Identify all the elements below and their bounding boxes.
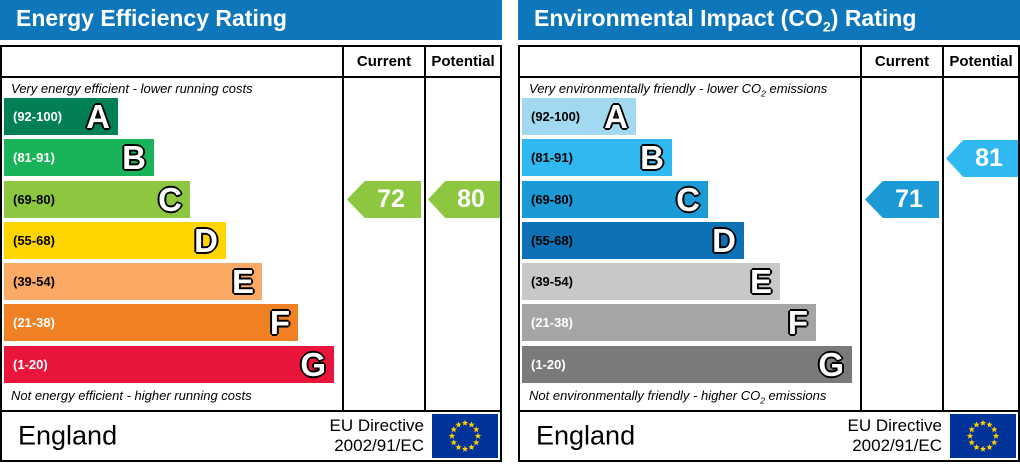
- region-label: England: [536, 420, 636, 451]
- band-a: (92-100) A: [4, 98, 118, 135]
- band-c-range: (69-80): [531, 192, 573, 207]
- bottom-note: Not environmentally friendly - higher CO…: [529, 386, 826, 406]
- band-b-letter: B: [122, 139, 146, 176]
- band-d-range: (55-68): [13, 233, 55, 248]
- band-g-letter: G: [818, 346, 844, 383]
- band-d-letter: D: [712, 222, 736, 259]
- bottom-note-text: Not environmentally friendly - higher CO: [529, 388, 761, 403]
- band-d: (55-68) D: [4, 222, 226, 259]
- band-g-range: (1-20): [531, 357, 566, 372]
- title-text: Environmental Impact (CO: [534, 4, 823, 31]
- co2-title-bar: Environmental Impact (CO2) Rating: [518, 0, 1020, 40]
- band-c-letter: C: [158, 181, 182, 218]
- band-e: (39-54) E: [4, 263, 262, 300]
- header-row-divider: [520, 76, 1018, 78]
- current-rating-value: 72: [377, 185, 405, 213]
- top-note-text: Very energy efficient - lower running co…: [11, 81, 253, 96]
- co2-rating-table: Current Potential Very environmentally f…: [518, 45, 1020, 462]
- bottom-note: Not energy efficient - higher running co…: [11, 386, 252, 406]
- energy-efficiency-panel: Energy Efficiency Rating Current Potenti…: [0, 0, 502, 464]
- band-c-letter: C: [676, 181, 700, 218]
- band-b-range: (81-91): [13, 150, 55, 165]
- potential-rating-value: 80: [457, 185, 485, 213]
- current-rating-arrow: 72: [347, 181, 421, 218]
- column-divider: [942, 47, 944, 412]
- potential-column-header: Potential: [431, 53, 495, 70]
- co2-panel-title: Environmental Impact (CO2) Rating: [534, 5, 916, 36]
- top-note-subscript: 2: [761, 88, 766, 99]
- band-f-letter: F: [787, 304, 808, 341]
- band-a-range: (92-100): [13, 109, 63, 124]
- band-d-letter: D: [194, 222, 218, 259]
- band-g: (1-20) G: [4, 346, 334, 383]
- eu-directive-line2: 2002/91/EC: [334, 436, 424, 455]
- header-row-divider: [2, 76, 500, 78]
- band-f-range: (21-38): [13, 315, 55, 330]
- band-f: (21-38) F: [4, 304, 298, 341]
- title-text: Energy Efficiency Rating: [16, 4, 287, 31]
- current-rating-value: 71: [895, 185, 923, 213]
- band-e-range: (39-54): [531, 274, 573, 289]
- potential-column-header: Potential: [949, 53, 1013, 70]
- band-b-letter: B: [640, 139, 664, 176]
- band-b: (81-91) B: [522, 139, 672, 176]
- band-e: (39-54) E: [522, 263, 780, 300]
- band-f-range: (21-38): [531, 315, 573, 330]
- band-c-range: (69-80): [13, 192, 55, 207]
- region-label: England: [18, 420, 118, 451]
- band-e-letter: E: [749, 263, 772, 300]
- footer-row-divider: [2, 410, 500, 412]
- title-text-post: ) Rating: [830, 4, 917, 31]
- bottom-note-text-post: emissions: [764, 388, 827, 403]
- eu-flag-icon: [950, 414, 1016, 458]
- current-column-header: Current: [874, 53, 930, 70]
- band-a-letter: A: [86, 98, 110, 135]
- band-f-letter: F: [269, 304, 290, 341]
- band-a-letter: A: [604, 98, 628, 135]
- energy-rating-table: Current Potential Very energy efficient …: [0, 45, 502, 462]
- current-rating-arrow: 71: [865, 181, 939, 218]
- top-note: Very energy efficient - lower running co…: [11, 79, 253, 99]
- potential-rating-arrow: 81: [946, 140, 1018, 177]
- potential-rating-value: 81: [975, 144, 1003, 172]
- band-g: (1-20) G: [522, 346, 852, 383]
- table-footer: England EU Directive 2002/91/EC: [520, 412, 1018, 460]
- eu-directive-label: EU Directive 2002/91/EC: [330, 416, 424, 456]
- table-footer: England EU Directive 2002/91/EC: [2, 412, 500, 460]
- band-a-range: (92-100): [531, 109, 581, 124]
- energy-panel-title: Energy Efficiency Rating: [16, 5, 287, 36]
- eu-directive-line1: EU Directive: [329, 416, 424, 435]
- potential-rating-arrow: 80: [428, 181, 500, 218]
- eu-directive-label: EU Directive 2002/91/EC: [848, 416, 942, 456]
- eu-directive-line2: 2002/91/EC: [852, 436, 942, 455]
- band-d: (55-68) D: [522, 222, 744, 259]
- top-note: Very environmentally friendly - lower CO…: [529, 79, 827, 99]
- band-g-letter: G: [300, 346, 326, 383]
- band-b: (81-91) B: [4, 139, 154, 176]
- top-note-text-post: emissions: [765, 81, 828, 96]
- band-d-range: (55-68): [531, 233, 573, 248]
- title-subscript: 2: [822, 19, 831, 36]
- top-note-text: Very environmentally friendly - lower CO: [529, 81, 762, 96]
- band-e-letter: E: [231, 263, 254, 300]
- bottom-note-text: Not energy efficient - higher running co…: [11, 388, 252, 403]
- bottom-note-subscript: 2: [760, 395, 765, 406]
- energy-title-bar: Energy Efficiency Rating: [0, 0, 502, 40]
- band-c: (69-80) C: [522, 181, 708, 218]
- environmental-impact-panel: Environmental Impact (CO2) Rating Curren…: [518, 0, 1020, 464]
- column-divider: [424, 47, 426, 412]
- eu-flag-icon: [432, 414, 498, 458]
- eu-directive-line1: EU Directive: [847, 416, 942, 435]
- current-column-header: Current: [356, 53, 412, 70]
- footer-row-divider: [520, 410, 1018, 412]
- band-c: (69-80) C: [4, 181, 190, 218]
- band-g-range: (1-20): [13, 357, 48, 372]
- band-e-range: (39-54): [13, 274, 55, 289]
- column-divider: [860, 47, 862, 412]
- band-a: (92-100) A: [522, 98, 636, 135]
- band-f: (21-38) F: [522, 304, 816, 341]
- column-divider: [342, 47, 344, 412]
- band-b-range: (81-91): [531, 150, 573, 165]
